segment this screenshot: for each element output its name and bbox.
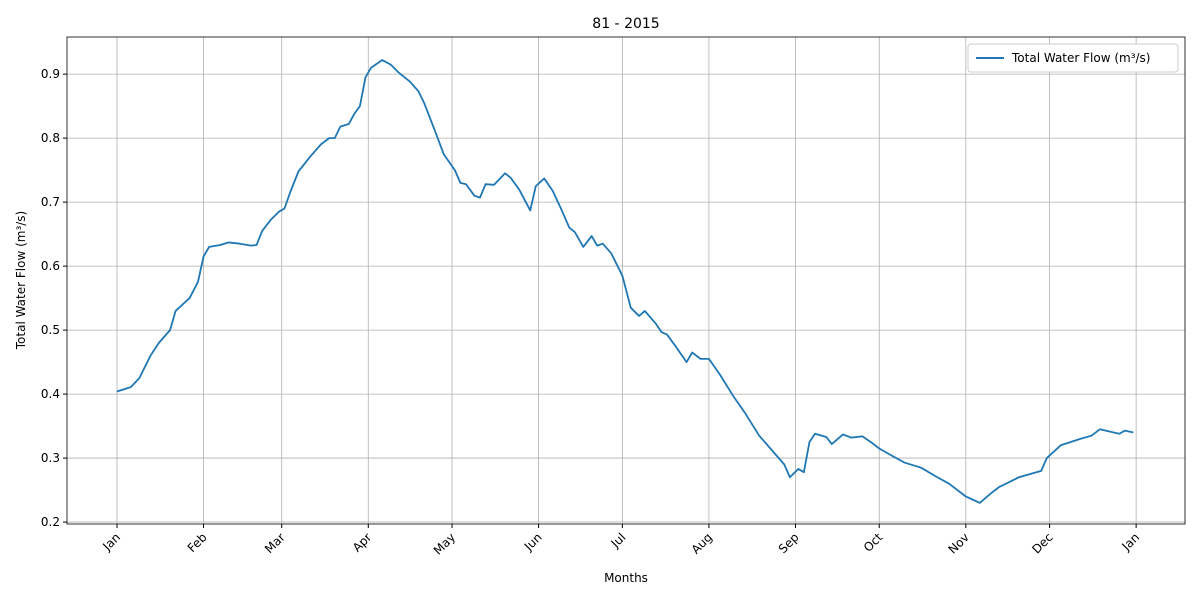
y-tick-label: 0.6 bbox=[41, 259, 60, 273]
y-tick-label: 0.5 bbox=[41, 323, 60, 337]
y-tick-label: 0.3 bbox=[41, 451, 60, 465]
y-tick-label: 0.8 bbox=[41, 131, 60, 145]
y-tick-label: 0.9 bbox=[41, 67, 60, 81]
x-axis-label: Months bbox=[604, 571, 648, 585]
chart-title: 81 - 2015 bbox=[592, 16, 659, 32]
plot-frame bbox=[66, 36, 1186, 525]
y-tick-label: 0.4 bbox=[41, 387, 60, 401]
legend-label: Total Water Flow (m³/s) bbox=[1011, 51, 1151, 65]
y-axis-label: Total Water Flow (m³/s) bbox=[14, 211, 28, 351]
data-line bbox=[116, 59, 1134, 504]
y-tick-label: 0.2 bbox=[41, 515, 60, 529]
y-tick-label: 0.7 bbox=[41, 195, 60, 209]
legend-box bbox=[967, 43, 1179, 73]
